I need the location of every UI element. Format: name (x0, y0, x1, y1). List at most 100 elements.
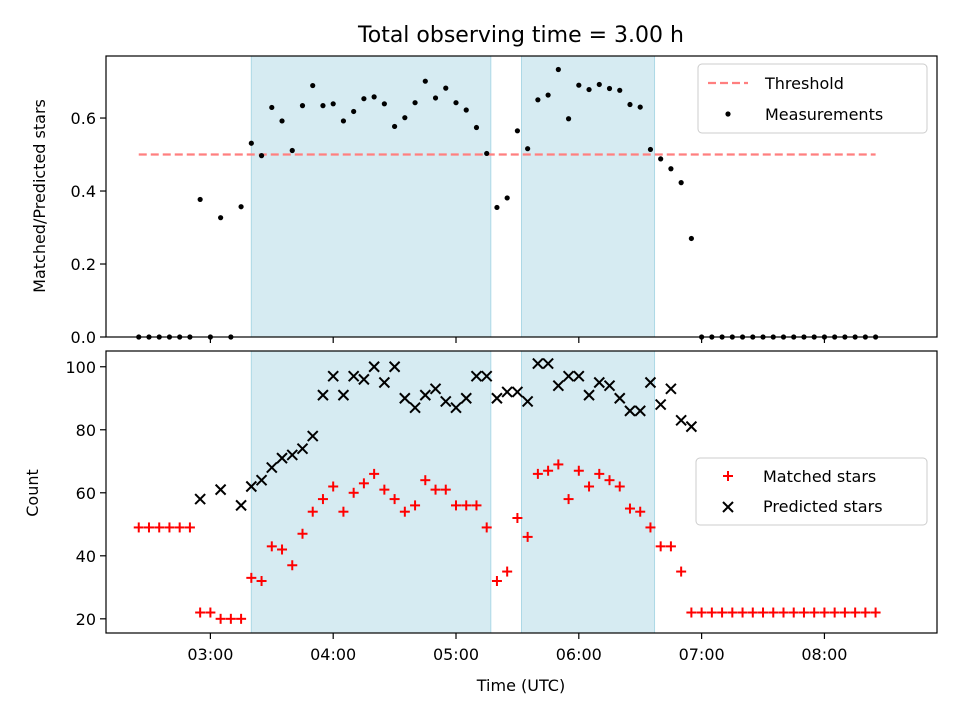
bottom-shaded-interval (521, 350, 656, 634)
measurement-point (504, 195, 510, 201)
measurement-point (647, 146, 654, 153)
measurement-point (576, 82, 582, 88)
matched-star-point (829, 607, 840, 618)
predicted-star-point-stroke (460, 392, 472, 404)
matched-star-point (471, 500, 482, 511)
predicted-star-point (286, 449, 298, 461)
top-panel: 0.0 0.2 0.4 0.6 Matched/Predicted stars Thr… (30, 55, 938, 347)
top-shaded-interval (250, 55, 492, 338)
predicted-star-point (450, 402, 462, 414)
predicted-star-point-stroke (347, 370, 360, 382)
top-ytick-label: 0.4 (71, 182, 96, 201)
matched-star-point (563, 494, 574, 505)
xtick-label: 03:00 (187, 645, 233, 664)
matched-star-point (676, 566, 687, 577)
matched-star-point (553, 459, 564, 470)
predicted-star-point-stroke (429, 383, 442, 395)
predicted-star-point (480, 370, 493, 382)
predicted-star-point-stroke (235, 499, 247, 512)
matched-star-point (369, 468, 380, 479)
matched-star-point (379, 484, 390, 495)
matched-star-point (788, 607, 799, 618)
predicted-star-point (542, 357, 554, 370)
measurement-point (197, 196, 203, 203)
predicted-star-point (245, 480, 258, 493)
matched-star-point (747, 607, 758, 618)
matched-star-point (819, 607, 830, 618)
predicted-star-point-stroke (491, 392, 503, 404)
measurement-point (443, 85, 449, 91)
measurement-point (463, 107, 469, 113)
predicted-star-point-stroke (573, 370, 585, 382)
matched-star-point (164, 522, 175, 533)
predicted-star-point-stroke (675, 414, 687, 427)
matched-star-point (410, 500, 421, 511)
legend-predicted-marker-stroke (722, 501, 734, 513)
measurement-point (340, 118, 347, 124)
predicted-star-point (470, 370, 483, 382)
predicted-star-point (552, 379, 565, 392)
top-legend-box (697, 63, 928, 134)
matched-star-point (338, 506, 349, 517)
matched-star-point (645, 522, 656, 533)
measurement-point (432, 95, 439, 101)
predicted-star-point (634, 405, 646, 417)
xtick-label: 06:00 (556, 645, 602, 664)
legend-matched-marker (723, 471, 733, 481)
measurement-point (258, 153, 265, 159)
matched-star-point (287, 560, 298, 571)
measurement-point (381, 101, 387, 107)
predicted-star-point-stroke (327, 370, 339, 382)
predicted-star-point (235, 499, 247, 512)
legend-predicted-label: Predicted stars (763, 497, 883, 516)
measurement-point (361, 96, 367, 102)
predicted-star-point (624, 405, 636, 417)
bottom-axes-frame (105, 350, 938, 634)
matched-star-point (809, 607, 820, 618)
measurement-point (453, 100, 459, 106)
predicted-star-point (429, 383, 442, 395)
x-axis-label: Time (UTC) (476, 676, 565, 695)
measurement-point (658, 156, 664, 162)
bottom-shaded-intervals (250, 350, 656, 634)
matched-star-point (154, 522, 165, 533)
predicted-star-point (573, 370, 585, 382)
predicted-star-point-stroke (245, 480, 258, 493)
matched-star-point (440, 484, 451, 495)
predicted-star-point (399, 392, 411, 404)
top-axes-frame (105, 55, 938, 338)
matched-star-point (328, 481, 339, 492)
measurement-point (320, 103, 326, 109)
xtick-label: 07:00 (679, 645, 725, 664)
top-x-ticks (209, 337, 826, 343)
matched-star-point (195, 607, 206, 618)
predicted-star-point-stroke (317, 389, 329, 401)
matched-star-point (594, 468, 605, 479)
measurement-point (606, 85, 613, 92)
top-ytick-label: 0.6 (71, 109, 96, 128)
predicted-star-point-stroke (450, 402, 462, 414)
predicted-star-point (603, 379, 616, 392)
measurement-point (545, 92, 551, 98)
bottom-legend: Matched stars Predicted stars (695, 457, 928, 526)
predicted-star-point-stroke (542, 357, 554, 370)
measurement-point (596, 81, 602, 88)
measurement-point (248, 140, 254, 146)
predicted-star-point (665, 383, 677, 395)
predicted-star-point (358, 373, 370, 386)
matched-star-point (266, 541, 277, 552)
top-ytick-label: 0.0 (71, 328, 96, 347)
predicted-star-point-stroke (358, 373, 370, 386)
legend-threshold-label: Threshold (764, 74, 844, 93)
predicted-star-point-stroke (624, 405, 636, 417)
matched-star-point (665, 541, 676, 552)
predicted-star-point-stroke (214, 483, 227, 496)
measurement-point (351, 108, 357, 115)
matched-star-point (205, 607, 216, 618)
predicted-star-point (593, 376, 605, 389)
matched-star-point (522, 531, 533, 542)
matched-star-point (451, 500, 462, 511)
predicted-star-point-stroke (501, 386, 513, 398)
matched-star-point (543, 465, 554, 476)
predicted-star-point-stroke (521, 395, 534, 408)
